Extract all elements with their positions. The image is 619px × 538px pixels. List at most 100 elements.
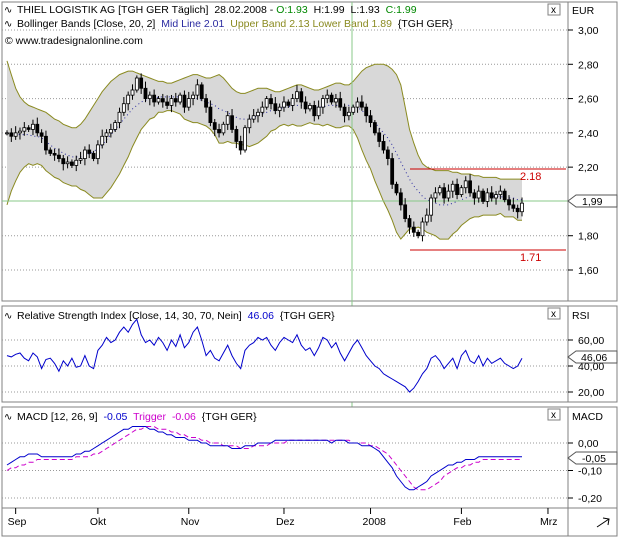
band-values: Upper Band 2.13 Lower Band 1.89: [230, 18, 392, 30]
close-macd-button[interactable]: x: [547, 408, 561, 421]
candle-body: [26, 127, 31, 130]
candle-body: [468, 180, 472, 194]
candle-body: [338, 98, 343, 108]
high-value: H:1.99: [314, 4, 345, 16]
macd-trigger-label: Trigger: [133, 411, 166, 423]
candle-body: [364, 106, 369, 117]
candle-body: [104, 132, 109, 137]
candle-body: [411, 226, 416, 233]
candle-body: [390, 158, 395, 185]
candle-body: [489, 192, 494, 199]
time-tick-label: Feb: [453, 516, 471, 528]
wave-icon: ∿: [4, 5, 12, 16]
candle-body: [22, 127, 27, 132]
candle-body: [264, 98, 269, 108]
candle-body: [273, 103, 278, 111]
candle-body: [221, 123, 226, 134]
candle-body: [403, 204, 408, 219]
price-panel: 2.18 1.71 ∿ THIEL LOGISTIK AG [TGH GER T…: [1, 1, 569, 508]
macd-axis: MACD 0,00 -0,10 -0,20 -0,05: [567, 406, 618, 509]
candle-body: [312, 105, 317, 117]
candle-body: [91, 153, 96, 159]
macd-title: MACD [12, 26, 9]: [17, 411, 98, 423]
candle-body: [126, 94, 131, 105]
candle-body: [251, 115, 256, 120]
candle-body: [139, 77, 144, 89]
candle-body: [117, 111, 122, 123]
candle-body: [212, 122, 217, 130]
wave-icon: ∿: [4, 19, 12, 30]
open-value: O:1.93: [276, 4, 308, 16]
candle-body: [199, 84, 204, 99]
candle-body: [372, 122, 377, 134]
rsi-last-label: 46,06: [581, 352, 607, 364]
price-tick-label: 1,60: [578, 265, 599, 277]
candle-body: [186, 98, 191, 108]
candle-body: [143, 87, 148, 99]
close-panel-button[interactable]: x: [547, 3, 561, 16]
candle-body: [269, 98, 273, 105]
chart-date: 28.02.2008: [214, 4, 267, 16]
bollinger-mid-line: [7, 96, 522, 206]
annotation-low-label: 1.71: [520, 252, 541, 264]
candle-body: [65, 161, 70, 165]
candle-body: [74, 159, 79, 166]
macd-axis-label: MACD: [572, 411, 603, 423]
rsi-panel-frame: [1, 305, 569, 403]
candle-body: [113, 122, 118, 130]
candle-body: [346, 111, 351, 117]
candle-body: [424, 214, 429, 223]
price-tick-label: 2,20: [578, 162, 599, 174]
close-rsi-button[interactable]: x: [547, 307, 561, 320]
macd-panel-frame: [1, 406, 569, 509]
candle-body: [61, 158, 66, 165]
candle-body: [377, 132, 382, 142]
candle-body: [134, 77, 139, 91]
candle-body: [156, 98, 161, 103]
candle-body: [191, 94, 195, 99]
candle-body: [463, 180, 468, 189]
candle-body: [299, 91, 304, 103]
macd-value: -0.05: [103, 411, 127, 423]
candle-body: [152, 94, 157, 103]
candle-body: [147, 94, 152, 99]
macd-last-label: -0,05: [582, 453, 606, 465]
candle-body: [355, 101, 360, 108]
rsi-value: 46.06: [248, 310, 274, 322]
candle-body: [39, 132, 44, 137]
rsi-title: Relative Strength Index [Close, 14, 30, …: [17, 310, 242, 322]
price-tick-label: 3,00: [578, 25, 599, 37]
macd-last-marker: -0,05: [567, 451, 618, 465]
rsi-last-marker: 46,06: [567, 350, 618, 364]
candle-body: [256, 111, 260, 117]
candle-body: [87, 149, 92, 154]
candle-body: [459, 187, 464, 195]
candle-body: [476, 190, 481, 199]
candle-body: [225, 115, 230, 125]
candle-body: [325, 94, 330, 99]
candle-body: [334, 98, 338, 103]
close-icon: x: [551, 309, 556, 320]
candle-body: [511, 204, 516, 209]
indicator-name: Bollinger Bands [Close, 20, 2]: [17, 18, 155, 30]
candle-body: [450, 183, 455, 192]
candle-body: [108, 129, 113, 134]
time-tick-label: Sep: [8, 516, 27, 528]
time-tick-label: Nov: [181, 516, 200, 528]
candle-body: [520, 202, 524, 213]
price-tick-label: 2,60: [578, 94, 599, 106]
macd-tick-label: -0,20: [578, 493, 602, 505]
candle-body: [321, 98, 325, 108]
candle-body: [70, 161, 74, 166]
resize-handle[interactable]: [567, 507, 618, 537]
time-axis: Sep Okt Nov Dez 2008 Feb Mrz: [1, 507, 569, 537]
candle-body: [282, 101, 286, 108]
rsi-line: [6, 318, 523, 393]
currency-label: EUR: [572, 5, 595, 17]
candle-body: [385, 149, 390, 159]
candle-body: [100, 135, 105, 146]
price-tick-label: 1,80: [578, 231, 599, 243]
candle-body: [481, 190, 485, 202]
price-tick-label: 2,80: [578, 59, 599, 71]
